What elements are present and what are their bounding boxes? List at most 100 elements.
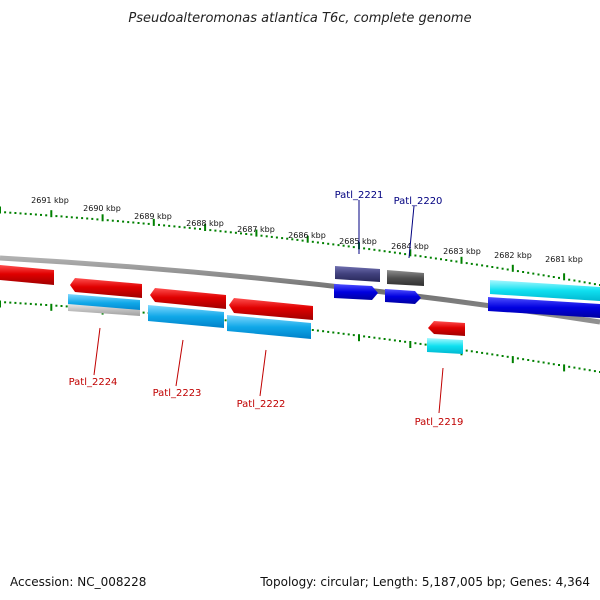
minor-tick xyxy=(475,263,478,266)
gene-feature[interactable] xyxy=(490,280,600,301)
minor-tick xyxy=(450,259,453,262)
major-tick xyxy=(358,334,360,342)
minor-tick xyxy=(481,264,484,267)
minor-tick xyxy=(588,282,591,285)
minor-tick xyxy=(219,230,222,233)
minor-tick xyxy=(440,258,442,261)
major-tick xyxy=(50,303,53,311)
gene-label-patl-2220[interactable]: Patl_2220 xyxy=(394,196,443,207)
major-tick xyxy=(460,256,463,264)
minor-tick xyxy=(419,255,422,258)
gene-label-patl-2219[interactable]: Patl_2219 xyxy=(415,417,464,428)
minor-tick xyxy=(342,332,345,335)
feature-track-top xyxy=(0,265,600,320)
tick-label: 2685 kbp xyxy=(339,237,377,246)
gene-label-patl-2221[interactable]: Patl_2221 xyxy=(335,190,384,201)
minor-tick xyxy=(91,217,94,220)
gene-feature[interactable] xyxy=(150,288,226,309)
minor-tick xyxy=(404,253,407,256)
gene-feature[interactable] xyxy=(334,284,378,300)
minor-tick xyxy=(193,227,196,230)
gene-feature[interactable] xyxy=(70,278,142,298)
minor-tick xyxy=(393,251,396,254)
minor-tick xyxy=(419,342,422,345)
minor-tick xyxy=(75,216,78,219)
minor-tick xyxy=(583,368,586,371)
minor-tick xyxy=(173,225,176,228)
minor-tick xyxy=(445,259,448,261)
major-tick xyxy=(152,218,155,226)
gene-label-patl-2222[interactable]: Patl_2222 xyxy=(237,399,286,410)
map-title: Pseudoalteromonas atlantica T6c, complet… xyxy=(128,11,471,26)
minor-tick xyxy=(260,234,263,237)
minor-tick xyxy=(558,276,560,279)
minor-tick xyxy=(486,352,489,355)
gene-label-patl-2223[interactable]: Patl_2223 xyxy=(153,388,202,399)
minor-tick xyxy=(414,254,417,257)
minor-tick xyxy=(486,265,489,268)
minor-tick xyxy=(388,338,391,341)
tick-label: 2691 kbp xyxy=(31,196,69,205)
minor-tick xyxy=(404,340,407,343)
minor-tick xyxy=(547,362,550,365)
minor-tick xyxy=(45,214,48,217)
minor-tick xyxy=(14,301,17,304)
minor-tick xyxy=(275,236,278,239)
gene-feature[interactable] xyxy=(488,297,600,318)
minor-tick xyxy=(363,247,366,250)
gene-feature-patl-2220[interactable] xyxy=(387,270,424,286)
minor-tick xyxy=(65,215,68,218)
feature-track-bottom xyxy=(68,284,600,354)
minor-tick xyxy=(60,215,63,218)
minor-tick xyxy=(122,220,125,223)
minor-tick xyxy=(332,331,335,334)
minor-tick xyxy=(475,351,478,354)
minor-tick xyxy=(286,237,289,240)
major-tick xyxy=(101,214,104,222)
minor-tick xyxy=(532,359,535,362)
minor-tick xyxy=(578,280,581,283)
minor-tick xyxy=(270,235,273,238)
minor-tick xyxy=(9,301,12,304)
minor-tick xyxy=(347,333,350,336)
minor-tick xyxy=(516,270,519,273)
minor-tick xyxy=(214,229,217,232)
minor-tick xyxy=(158,223,160,226)
minor-tick xyxy=(188,226,191,229)
minor-tick xyxy=(501,355,504,357)
major-tick xyxy=(306,235,309,243)
gene-feature-patl-2219[interactable] xyxy=(428,321,465,336)
minor-tick xyxy=(455,260,458,263)
gene-feature[interactable] xyxy=(148,305,224,328)
gene-feature[interactable] xyxy=(427,338,463,354)
minor-tick xyxy=(496,266,499,269)
minor-tick xyxy=(4,301,7,304)
tick-label: 2687 kbp xyxy=(237,225,275,234)
gene-labels: Patl_2221 Patl_2220 Patl_2224 Patl_2223 … xyxy=(69,190,464,428)
minor-tick xyxy=(573,279,576,282)
minor-tick xyxy=(527,359,530,361)
minor-tick xyxy=(311,240,314,243)
gene-feature[interactable] xyxy=(227,315,311,339)
minor-tick xyxy=(34,303,37,306)
gene-feature[interactable] xyxy=(385,289,421,304)
tick-label: 2682 kbp xyxy=(494,251,532,260)
minor-tick xyxy=(337,244,340,247)
gene-feature-patl-2221[interactable] xyxy=(335,266,380,282)
minor-tick xyxy=(291,238,294,241)
minor-tick xyxy=(383,338,386,340)
minor-tick xyxy=(265,235,268,238)
minor-tick xyxy=(65,305,68,308)
minor-tick xyxy=(132,221,135,224)
gene-feature[interactable] xyxy=(229,298,313,320)
minor-tick xyxy=(491,266,494,268)
minor-tick xyxy=(127,221,130,224)
gene-feature[interactable] xyxy=(0,265,54,285)
minor-tick xyxy=(142,311,145,314)
gene-feature[interactable] xyxy=(68,304,140,316)
minor-tick xyxy=(29,302,32,305)
minor-tick xyxy=(368,248,371,251)
minor-tick xyxy=(368,336,371,338)
minor-tick xyxy=(4,211,7,214)
gene-label-patl-2224[interactable]: Patl_2224 xyxy=(69,377,118,388)
